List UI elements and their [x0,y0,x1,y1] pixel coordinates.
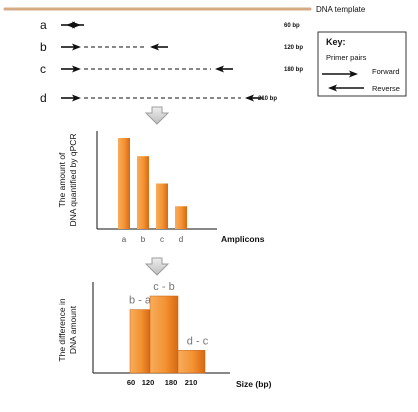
bar-b [137,156,149,229]
difference-bar [177,350,206,374]
x-tick-label: 210 [185,378,198,387]
key-subtitle: Primer pairs [326,53,367,62]
x-axis-label: Size (bp) [236,379,272,389]
amplicon-letter: b [40,40,47,54]
difference-label: c - b [153,281,174,293]
amplicon-letter: d [40,91,47,105]
reverse-arrow-icon [245,94,263,102]
x-tick-label: d [179,235,183,244]
down-arrow-icon [144,257,170,276]
reverse-arrow-icon [215,65,233,73]
x-tick-label: 120 [142,378,155,387]
y-axis-label: The amount ofDNA quantified by qPCR [57,133,78,226]
down-arrow-icon [144,106,170,125]
forward-arrow-icon [322,70,358,78]
forward-arrow-icon [61,65,81,73]
x-tick-label: 60 [127,378,135,387]
difference-label: d - c [187,335,209,347]
amplicon-size-label: 210 bp [258,96,277,102]
key-box: Key: Primer pairs Forward Reverse [317,31,407,97]
primer-row-a: a 60 bp [40,18,300,32]
amplicon-size-label: 120 bp [284,45,303,51]
primer-pairs: a 60 bp b 120 bp c 180 bp d 210 bp [40,18,303,105]
difference-label: b - a [129,295,152,307]
amplicon-letter: c [40,62,46,76]
x-tick-label: b [141,235,146,244]
forward-arrow-icon [61,94,81,102]
dna-template-label: DNA template [316,5,366,14]
amount-chart: a b c d Amplicons The amount ofDNA quantified… [57,131,265,244]
x-tick-label: a [122,235,127,244]
primer-row-c: c 180 bp [40,62,303,76]
x-axis-label: Amplicons [221,234,265,244]
x-tick-label: c [160,235,164,244]
key-forward-label: Forward [372,67,400,76]
reverse-arrow-icon [66,21,84,29]
reverse-arrow-icon [150,43,168,51]
bar-c [156,183,168,229]
difference-bar [129,309,151,374]
key-reverse-label: Reverse [372,84,400,93]
difference-chart: b - ac - b d - c 60 120 180 210 Size (bp) The d… [57,281,272,389]
key-frame [317,31,407,97]
amplicon-size-label: 180 bp [284,67,303,73]
amplicon-letter: a [40,18,47,32]
reverse-arrow-icon [328,84,364,92]
amplicon-size-label: 60 bp [284,23,300,29]
difference-bar [149,295,179,374]
x-tick-label: 180 [165,378,178,387]
forward-arrow-icon [61,43,81,51]
bar-d [175,206,187,229]
primer-row-b: b 120 bp [40,40,303,54]
primer-row-d: d 210 bp [40,91,277,105]
key-title: Key: [326,37,346,47]
y-axis-label: The difference inDNA amount [57,298,78,361]
bar-a [118,138,130,229]
